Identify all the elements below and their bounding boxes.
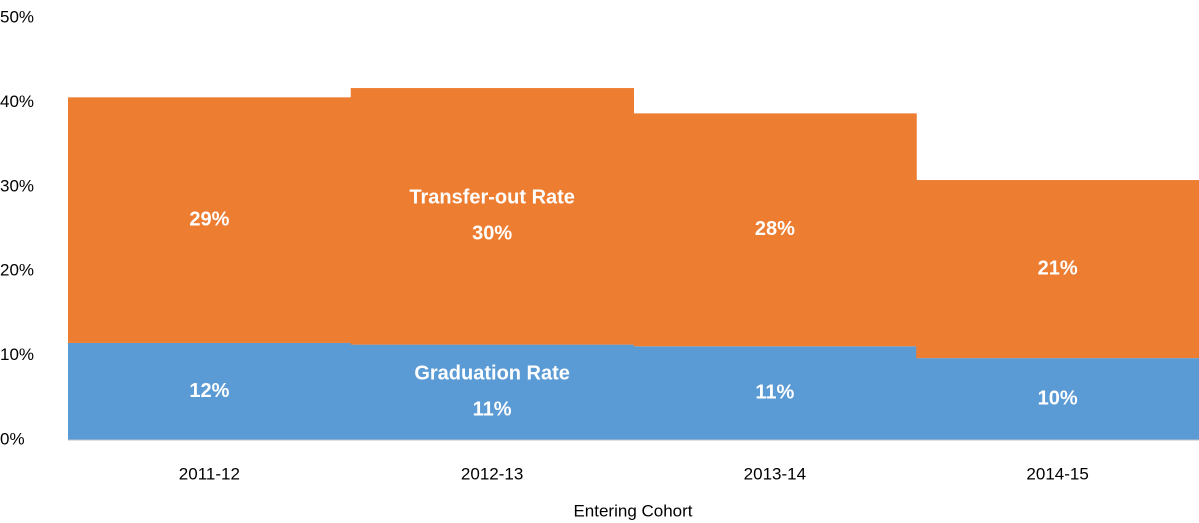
- x-axis-title: Entering Cohort: [573, 501, 692, 520]
- bar-segment: [68, 97, 352, 343]
- y-tick-label: 30%: [0, 176, 34, 195]
- y-tick-label: 10%: [0, 345, 34, 364]
- bar-segment: [916, 358, 1199, 440]
- series-label: Graduation Rate: [414, 363, 570, 385]
- data-label: 11%: [755, 381, 794, 403]
- y-tick-label: 0%: [0, 429, 25, 448]
- data-label: 30%: [472, 223, 512, 245]
- bar-segment: [633, 346, 917, 440]
- bar-segment: [68, 342, 352, 440]
- y-tick-label: 20%: [0, 261, 34, 280]
- data-label: 21%: [1038, 257, 1078, 279]
- bar-segment: [633, 113, 917, 347]
- data-label: 12%: [189, 380, 229, 402]
- bar-segment: [916, 180, 1199, 359]
- y-tick-label: 40%: [0, 92, 34, 111]
- x-tick-label: 2014-15: [1026, 464, 1088, 483]
- x-tick-label: 2012-13: [461, 464, 523, 483]
- y-tick-label: 50%: [0, 7, 34, 26]
- data-label: 29%: [189, 208, 229, 230]
- data-label: 11%: [473, 399, 512, 421]
- series-label: Transfer-out Rate: [409, 187, 575, 209]
- x-tick-label: 2011-12: [179, 464, 240, 483]
- bar-segment: [350, 88, 634, 345]
- bar-segment: [350, 344, 634, 440]
- x-tick-label: 2013-14: [744, 464, 806, 483]
- data-label: 10%: [1038, 387, 1078, 409]
- data-label: 28%: [755, 218, 795, 240]
